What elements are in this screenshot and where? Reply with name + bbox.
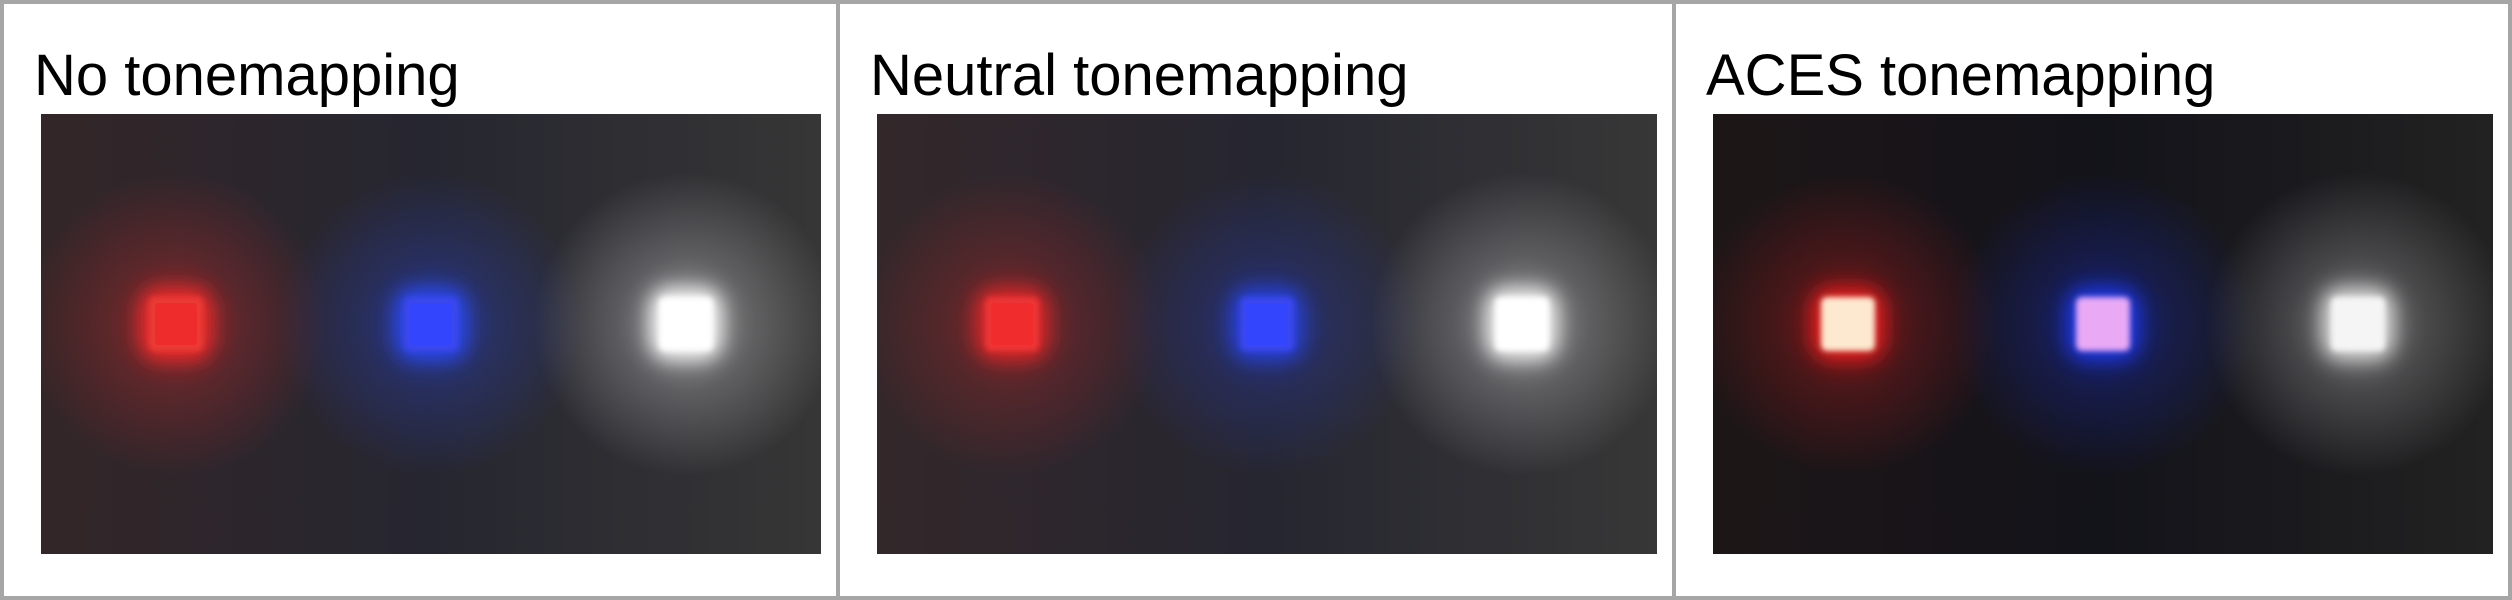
render-image xyxy=(877,114,1657,554)
blue-light xyxy=(279,172,583,476)
light-center xyxy=(410,303,452,345)
panel-label: Neutral tonemapping xyxy=(870,43,1409,108)
light-center xyxy=(665,303,707,345)
light-center xyxy=(155,303,197,345)
panel-no-tonemapping: No tonemapping xyxy=(4,4,836,596)
white-light xyxy=(2206,172,2493,476)
light-center xyxy=(1827,303,1869,345)
red-light xyxy=(1713,172,2000,476)
panel-neutral-tonemapping: Neutral tonemapping xyxy=(836,4,1672,596)
red-light xyxy=(877,172,1164,476)
panel-label: ACES tonemapping xyxy=(1706,43,2216,108)
render-svg xyxy=(877,114,1657,554)
light-center xyxy=(991,303,1033,345)
render-svg xyxy=(41,114,821,554)
white-light xyxy=(534,172,821,476)
render-svg xyxy=(1713,114,2493,554)
light-center xyxy=(2337,303,2379,345)
blue-light xyxy=(1115,172,1419,476)
light-center xyxy=(2082,303,2124,345)
light-center xyxy=(1246,303,1288,345)
render-image xyxy=(1713,114,2493,554)
render-image xyxy=(41,114,821,554)
red-light xyxy=(41,172,328,476)
panel-aces-tonemapping: ACES tonemapping xyxy=(1672,4,2508,596)
light-center xyxy=(1501,303,1543,345)
panel-label: No tonemapping xyxy=(34,43,460,108)
white-light xyxy=(1370,172,1657,476)
blue-light xyxy=(1951,172,2255,476)
